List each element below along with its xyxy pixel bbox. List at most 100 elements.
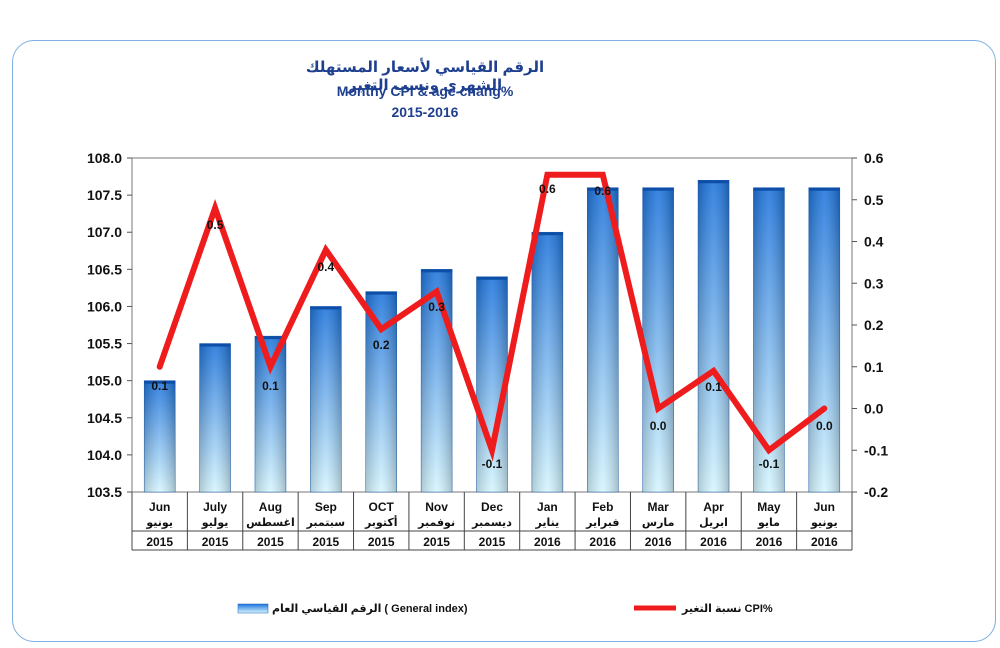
category-label-year: 2016 <box>756 535 783 549</box>
right-axis-tick-label: 0.5 <box>864 192 884 208</box>
right-axis-tick-label: 0.2 <box>864 317 884 333</box>
cpi-data-label: 0.0 <box>816 419 833 433</box>
category-label-year: 2016 <box>534 535 561 549</box>
right-axis-tick-label: -0.2 <box>864 484 888 500</box>
category-label-year: 2015 <box>368 535 395 549</box>
cpi-data-label: 0.6 <box>539 182 556 196</box>
right-axis-tick-label: 0.1 <box>864 359 884 375</box>
category-label-year: 2016 <box>589 535 616 549</box>
chart-title-arabic: الرقم القياسي لأسعار المستهلك الشهري ونس… <box>305 59 545 94</box>
left-axis-tick-label: 103.5 <box>87 484 122 500</box>
chart-frame <box>12 40 996 642</box>
left-axis-tick-label: 105.0 <box>87 373 122 389</box>
category-label-en: Mar <box>647 500 669 514</box>
left-axis-tick-label: 104.5 <box>87 410 122 426</box>
category-label-ar: يونيو <box>810 517 838 529</box>
legend-bar-swatch <box>237 603 269 614</box>
cpi-change-line <box>156 171 828 462</box>
bar-shading <box>587 187 619 492</box>
bar-top-cap <box>144 380 176 384</box>
category-label-year: 2015 <box>257 535 284 549</box>
left-axis-tick-label: 107.0 <box>87 224 122 240</box>
category-label-year: 2015 <box>146 535 173 549</box>
category-label-en: Apr <box>703 500 724 514</box>
right-axis-tick-label: 0.3 <box>864 275 884 291</box>
bar-top-cap <box>808 187 840 191</box>
cpi-data-label: 0.0 <box>650 419 667 433</box>
bar-top-cap <box>753 187 785 191</box>
bar-top-cap <box>531 232 563 236</box>
category-label-ar: سبتمبر <box>306 517 346 529</box>
category-label-en: Dec <box>481 500 503 514</box>
left-axis-tick-label: 107.5 <box>87 187 122 203</box>
right-axis-tick-label: 0.4 <box>864 234 884 250</box>
category-label-en: Sep <box>315 500 337 514</box>
category-label-year: 2016 <box>645 535 672 549</box>
right-axis-tick-label: 0.6 <box>864 150 884 166</box>
category-label-en: May <box>757 500 781 514</box>
bar-top-cap <box>476 276 508 280</box>
bar-shading <box>144 380 176 492</box>
cpi-data-label: 0.5 <box>207 218 224 232</box>
left-axis-tick-label: 106.0 <box>87 298 122 314</box>
category-label-year: 2015 <box>312 535 339 549</box>
cpi-data-label: -0.1 <box>759 457 780 471</box>
cpi-data-label: 0.3 <box>428 300 445 314</box>
bar-top-cap <box>365 291 397 295</box>
category-label-year: 2015 <box>202 535 229 549</box>
bar-shading <box>698 180 730 492</box>
chart-title-years: 2015-2016 <box>391 104 459 120</box>
category-label-en: Nov <box>425 500 448 514</box>
category-label-ar: ابريل <box>699 517 728 529</box>
legend-bar-label: الرقم القياسي العام ( General index) <box>272 603 468 615</box>
cpi-data-label: 0.1 <box>262 379 279 393</box>
bar-top-cap <box>698 180 730 184</box>
bar-shading <box>642 187 674 492</box>
category-label-ar: نوفمبر <box>417 517 455 529</box>
cpi-data-label: 0.2 <box>373 338 390 352</box>
category-label-en: Aug <box>259 500 282 514</box>
cpi-data-label: 0.4 <box>318 260 335 274</box>
bar-shading <box>199 343 231 492</box>
category-label-ar: فبراير <box>585 517 619 529</box>
cpi-data-label: 0.6 <box>594 184 611 198</box>
right-axis-tick-label: -0.1 <box>864 442 888 458</box>
category-label-ar: يوليو <box>201 517 229 529</box>
bar-top-cap <box>310 306 342 310</box>
cpi-data-label: 0.1 <box>705 380 722 394</box>
left-axis-tick-label: 106.5 <box>87 261 122 277</box>
category-label-year: 2016 <box>811 535 838 549</box>
category-label-ar: يناير <box>535 517 560 529</box>
bar-shading <box>310 306 342 492</box>
bar-top-cap <box>421 269 453 273</box>
category-label-en: July <box>203 500 227 514</box>
bar-top-cap <box>642 187 674 191</box>
bar-top-cap <box>587 187 619 191</box>
category-label-en: Feb <box>592 500 613 514</box>
category-label-ar: مايو <box>757 517 780 529</box>
bar-shading <box>421 269 453 492</box>
cpi-data-label: 0.1 <box>151 379 168 393</box>
category-label-ar: اغسطس <box>246 517 295 529</box>
bar-top-cap <box>199 343 231 347</box>
left-axis-tick-label: 105.5 <box>87 336 122 352</box>
cpi-data-label: -0.1 <box>482 457 503 471</box>
category-label-en: Jun <box>149 500 170 514</box>
left-axis-tick-label: 108.0 <box>87 150 122 166</box>
left-axis-tick-label: 104.0 <box>87 447 122 463</box>
category-label-en: Jan <box>537 500 558 514</box>
right-axis-tick-label: 0.0 <box>864 401 884 417</box>
bar-shading <box>531 232 563 492</box>
category-label-ar: أكتوبر <box>364 515 398 529</box>
category-label-year: 2015 <box>423 535 450 549</box>
bar-top-cap <box>254 336 286 340</box>
category-label-en: Jun <box>814 500 835 514</box>
category-label-year: 2015 <box>479 535 506 549</box>
legend-line-label: نسبة التغير CPI% <box>681 603 773 615</box>
chart-title-english: Monthy CPI & age chang% <box>336 83 514 99</box>
category-label-ar: يونيو <box>145 517 173 529</box>
category-label-ar: مارس <box>642 517 674 529</box>
category-label-en: OCT <box>369 500 395 514</box>
category-label-year: 2016 <box>700 535 727 549</box>
